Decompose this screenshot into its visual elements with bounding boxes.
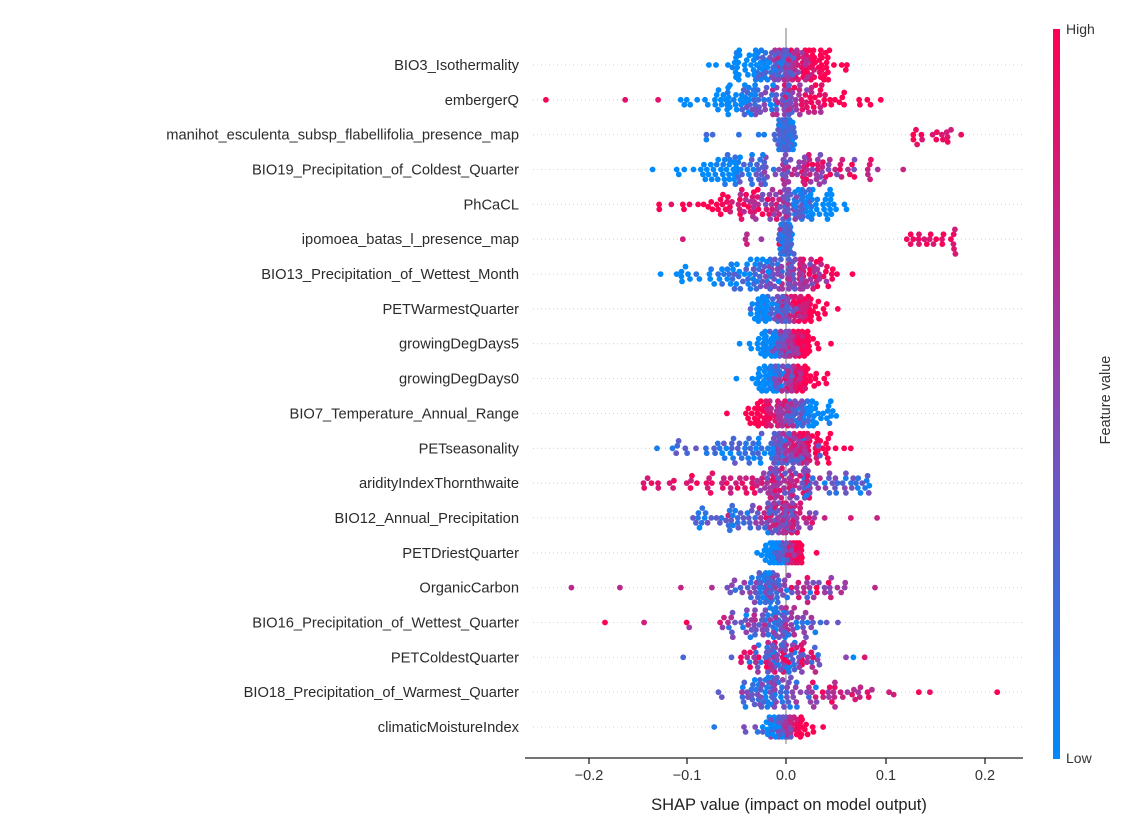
svg-text:manihot_esculenta_subsp_flabel: manihot_esculenta_subsp_flabellifolia_pr… xyxy=(166,128,519,144)
svg-text:PETseasonality: PETseasonality xyxy=(419,441,520,457)
svg-text:0.0: 0.0 xyxy=(776,768,796,784)
svg-text:BIO19_Precipitation_of_Coldest: BIO19_Precipitation_of_Coldest_Quarter xyxy=(252,163,519,179)
svg-text:BIO13_Precipitation_of_Wettest: BIO13_Precipitation_of_Wettest_Month xyxy=(261,267,519,283)
svg-text:aridityIndexThornthwaite: aridityIndexThornthwaite xyxy=(359,476,519,492)
svg-text:PhCaCL: PhCaCL xyxy=(463,197,519,213)
svg-text:High: High xyxy=(1066,21,1095,37)
svg-text:BIO12_Annual_Precipitation: BIO12_Annual_Precipitation xyxy=(334,511,519,527)
svg-text:SHAP value (impact on model ou: SHAP value (impact on model output) xyxy=(651,796,927,814)
svg-text:−0.2: −0.2 xyxy=(575,768,604,784)
svg-text:Feature value: Feature value xyxy=(1098,356,1114,445)
svg-text:growingDegDays0: growingDegDays0 xyxy=(399,372,519,388)
svg-text:−0.1: −0.1 xyxy=(673,768,702,784)
svg-text:PETDriestQuarter: PETDriestQuarter xyxy=(402,546,519,562)
svg-text:OrganicCarbon: OrganicCarbon xyxy=(419,581,519,597)
svg-text:BIO18_Precipitation_of_Warmest: BIO18_Precipitation_of_Warmest_Quarter xyxy=(244,685,519,701)
svg-text:ipomoea_batas_l_presence_map: ipomoea_batas_l_presence_map xyxy=(302,232,519,248)
svg-text:embergerQ: embergerQ xyxy=(445,93,519,109)
svg-text:PETWarmestQuarter: PETWarmestQuarter xyxy=(382,302,519,318)
svg-text:0.2: 0.2 xyxy=(975,768,995,784)
svg-text:PETColdestQuarter: PETColdestQuarter xyxy=(391,650,519,666)
svg-text:BIO16_Precipitation_of_Wettest: BIO16_Precipitation_of_Wettest_Quarter xyxy=(252,616,519,632)
svg-text:Low: Low xyxy=(1066,750,1093,766)
svg-text:0.1: 0.1 xyxy=(876,768,896,784)
svg-text:climaticMoistureIndex: climaticMoistureIndex xyxy=(378,720,520,736)
svg-text:BIO7_Temperature_Annual_Range: BIO7_Temperature_Annual_Range xyxy=(290,406,519,422)
svg-text:growingDegDays5: growingDegDays5 xyxy=(399,337,519,353)
svg-text:BIO3_Isothermality: BIO3_Isothermality xyxy=(394,58,520,74)
